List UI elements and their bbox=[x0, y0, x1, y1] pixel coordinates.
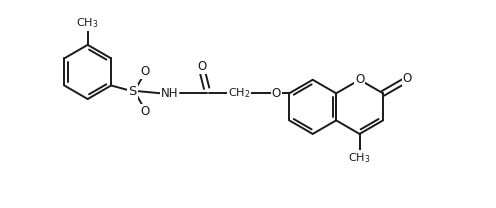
Text: CH$_3$: CH$_3$ bbox=[76, 17, 99, 30]
Text: O: O bbox=[141, 105, 150, 118]
Text: O: O bbox=[272, 87, 281, 100]
Text: CH$_3$: CH$_3$ bbox=[348, 151, 371, 165]
Text: CH$_2$: CH$_2$ bbox=[228, 86, 250, 100]
Text: O: O bbox=[355, 73, 364, 85]
Text: O: O bbox=[141, 65, 150, 78]
Text: O: O bbox=[403, 72, 412, 85]
Text: O: O bbox=[198, 60, 207, 73]
Text: S: S bbox=[128, 85, 137, 98]
Text: NH: NH bbox=[161, 87, 179, 100]
